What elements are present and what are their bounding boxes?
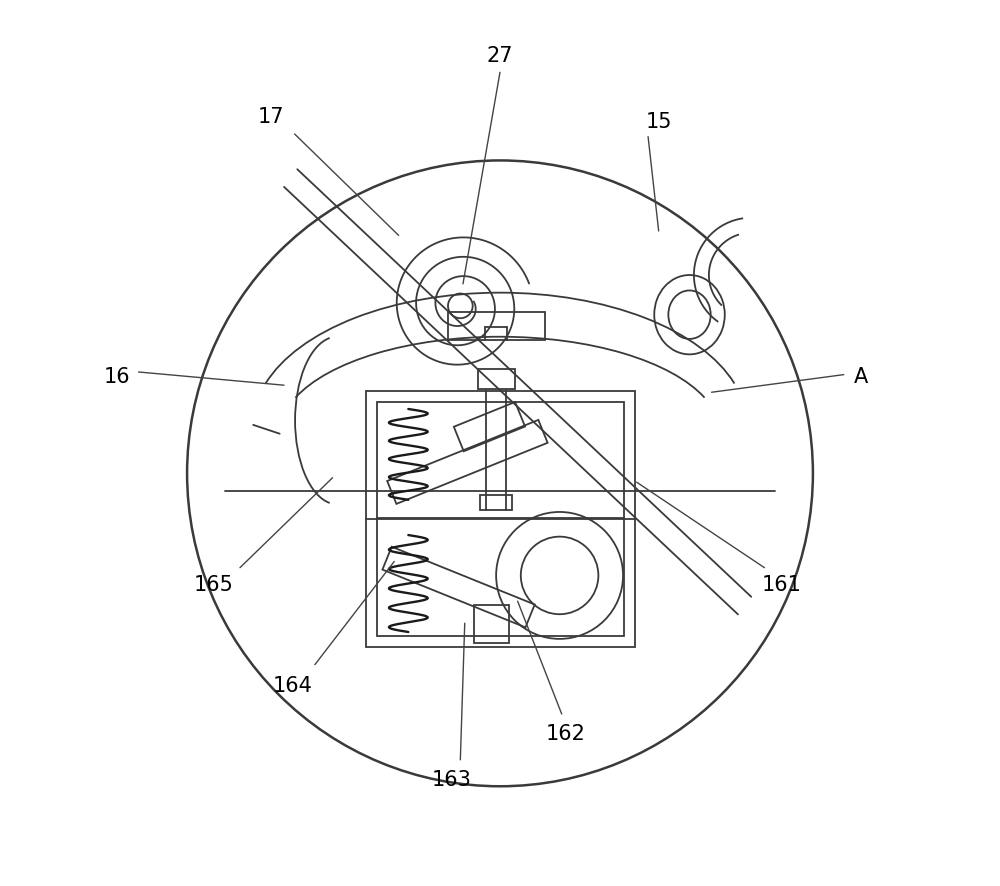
Text: 162: 162 — [546, 724, 586, 743]
Text: 17: 17 — [258, 107, 284, 128]
Bar — [366, 392, 635, 648]
Bar — [478, 370, 515, 389]
Text: 165: 165 — [194, 574, 233, 594]
Text: 15: 15 — [645, 112, 672, 132]
Bar — [474, 605, 509, 644]
Bar — [480, 495, 512, 511]
Text: 27: 27 — [487, 45, 513, 66]
Text: 163: 163 — [432, 769, 471, 789]
Text: 16: 16 — [103, 367, 130, 387]
Text: A: A — [854, 367, 869, 387]
Text: 164: 164 — [273, 675, 313, 696]
Bar — [448, 313, 545, 341]
Bar — [377, 402, 624, 637]
Text: 161: 161 — [762, 574, 802, 594]
